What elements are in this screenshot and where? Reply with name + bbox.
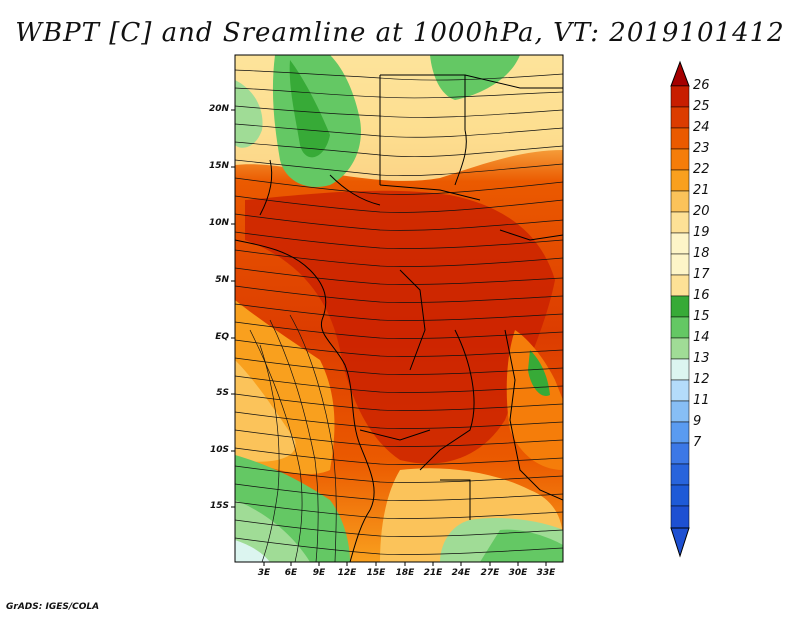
colorbar-swatch [670, 421, 690, 444]
colorbar-swatch [670, 505, 690, 529]
colorbar-swatch [670, 148, 690, 171]
colorbar-swatch [670, 484, 690, 507]
chart-title: WBPT [C] and Sreamline at 1000hPa, VT: 2… [15, 18, 785, 48]
colorbar-label: 17 [693, 267, 710, 282]
lon-label: 33E [536, 568, 556, 578]
colorbar-label: 15 [693, 309, 710, 324]
colorbar-swatch [670, 232, 690, 255]
colorbar-label: 22 [693, 162, 710, 177]
coastlines-borders [235, 74, 563, 562]
lon-label: 12E [337, 568, 357, 578]
colorbar-swatch [670, 169, 690, 192]
lat-label: 15S [209, 501, 229, 511]
colorbar-bottom-arrow [670, 527, 690, 558]
colorbar-swatch [670, 337, 690, 360]
lon-label: 6E [284, 568, 298, 578]
colorbar-swatch [670, 127, 690, 150]
lon-label: 9E [312, 568, 326, 578]
lat-label: EQ [215, 332, 229, 342]
lat-label: 20N [208, 104, 229, 114]
colorbar-swatch [670, 316, 690, 339]
colorbar-swatch [670, 85, 690, 108]
colorbar-label: 26 [693, 78, 710, 93]
colorbar-label: 19 [693, 225, 710, 240]
colorbar-top-arrow [670, 60, 690, 87]
lat-label: 5S [216, 388, 229, 398]
colorbar-swatch [670, 295, 690, 318]
colorbar-swatch [670, 106, 690, 129]
colorbar-label: 25 [693, 99, 710, 114]
lon-label: 27E [480, 568, 500, 578]
lat-label: 10N [208, 218, 229, 228]
lat-label: 5N [215, 275, 229, 285]
colorbar-swatch [670, 253, 690, 276]
lon-label: 30E [508, 568, 528, 578]
colorbar-swatch [670, 358, 690, 381]
colorbar-swatch [670, 400, 690, 423]
streamlines [235, 69, 563, 562]
lat-label: 15N [208, 161, 229, 171]
lat-label: 10S [209, 445, 229, 455]
lon-label: 21E [423, 568, 443, 578]
colorbar-label: 11 [693, 393, 710, 408]
colorbar-label: 14 [693, 330, 710, 345]
lat-ticks [231, 109, 235, 508]
colorbar-swatch [670, 211, 690, 234]
colorbar-label: 23 [693, 141, 710, 156]
map-frame [234, 54, 564, 563]
colorbar-label: 20 [693, 204, 710, 219]
colorbar [670, 60, 690, 558]
colorbar-swatch [670, 463, 690, 486]
colorbar-label: 12 [693, 372, 710, 387]
colorbar-label: 18 [693, 246, 710, 261]
lon-label: 3E [257, 568, 271, 578]
colorbar-swatch [670, 442, 690, 465]
lon-label: 24E [451, 568, 471, 578]
colorbar-swatch [670, 190, 690, 213]
colorbar-label: 21 [693, 183, 710, 198]
wbpt-shading [235, 55, 563, 562]
grads-credit: GrADS: IGES/COLA [6, 602, 100, 612]
colorbar-swatch [670, 274, 690, 297]
colorbar-label: 7 [693, 435, 702, 450]
lon-label: 18E [395, 568, 415, 578]
colorbar-label: 9 [693, 414, 702, 429]
lon-ticks [263, 562, 547, 566]
colorbar-label: 13 [693, 351, 710, 366]
colorbar-swatch [670, 379, 690, 402]
lon-label: 15E [366, 568, 386, 578]
colorbar-label: 16 [693, 288, 710, 303]
colorbar-label: 24 [693, 120, 710, 135]
